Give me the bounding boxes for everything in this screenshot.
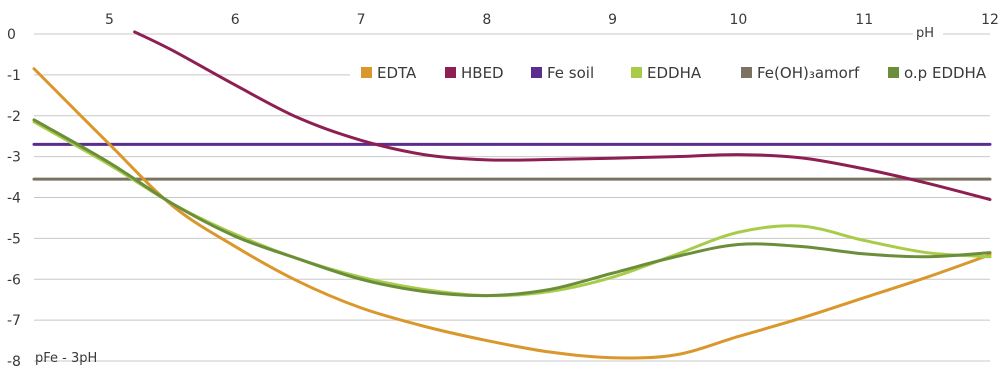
y-tick-label: -7 xyxy=(7,313,21,329)
series-line-o-p-eddha xyxy=(32,118,992,298)
axis-labels: pH pFe - 3pH xyxy=(35,22,943,366)
y-tick-label: -8 xyxy=(7,354,21,368)
y-tick-labels: 0 -1 -2 -3 -4 -5 -6 -7 -8 xyxy=(7,27,21,368)
x-tick-label: 11 xyxy=(855,12,873,28)
y-tick-label: -1 xyxy=(7,68,21,84)
x-axis-label: pH xyxy=(916,26,934,41)
legend-swatch xyxy=(445,67,456,78)
y-tick-label: -5 xyxy=(7,231,21,247)
legend-swatch xyxy=(531,67,542,78)
x-tick-labels: 5 6 7 8 9 10 11 12 xyxy=(105,12,999,28)
x-tick-label: 7 xyxy=(357,12,366,28)
legend-label: o.p EDDHA xyxy=(904,64,987,82)
legend-label: EDTA xyxy=(377,64,417,82)
y-tick-label: 0 xyxy=(7,27,16,43)
x-tick-label: 10 xyxy=(730,12,748,28)
gridlines xyxy=(34,33,990,362)
legend-swatch xyxy=(361,67,372,78)
x-tick-label: 8 xyxy=(482,12,491,28)
legend-label: Fe soil xyxy=(547,64,594,82)
legend-label: HBED xyxy=(461,64,504,82)
y-tick-label: -2 xyxy=(7,109,21,125)
legend-background xyxy=(350,60,995,86)
legend-label: Fe(OH)₃amorf xyxy=(757,64,860,82)
x-tick-label: 9 xyxy=(608,12,617,28)
y-tick-label: -6 xyxy=(7,272,21,288)
x-tick-label: 5 xyxy=(105,12,114,28)
legend-swatch xyxy=(631,67,642,78)
series-line-edta xyxy=(32,67,992,360)
y-axis-label: pFe - 3pH xyxy=(35,351,97,366)
x-tick-label: 12 xyxy=(981,12,999,28)
legend-label: EDDHA xyxy=(647,64,702,82)
series-lines xyxy=(32,30,992,360)
legend-swatch xyxy=(741,67,752,78)
x-axis-label-bg xyxy=(913,22,943,40)
x-tick-label: 6 xyxy=(231,12,240,28)
legend: EDTA HBED Fe soil EDDHA Fe(OH)₃amorf o.p EDDH… xyxy=(350,60,995,86)
y-tick-label: -3 xyxy=(7,150,21,166)
series-line-hbed xyxy=(133,30,992,202)
y-tick-label: -4 xyxy=(7,191,21,207)
legend-swatch xyxy=(888,67,899,78)
